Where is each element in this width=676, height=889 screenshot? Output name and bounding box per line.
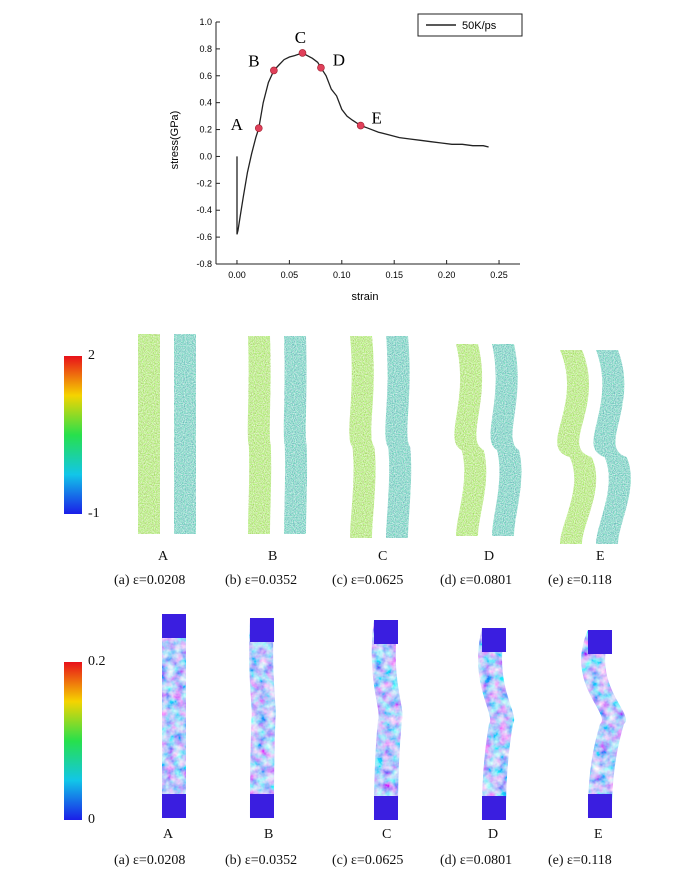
top-caption-d: (d) ε=0.0801 — [440, 573, 513, 588]
bottom-panel-label-e: E — [594, 827, 603, 842]
y-tick-label: 1.0 — [199, 17, 212, 27]
y-tick-label: 0.2 — [199, 125, 212, 135]
bottom-panel-label-c: C — [382, 827, 392, 842]
rod-green-a — [138, 334, 160, 534]
chart-ticks: -0.8 -0.6 -0.4 -0.2 0.0 0.2 0.4 0.6 0.8 1.0 0.00 0.… — [196, 17, 507, 280]
rod-cap-bottom-d — [482, 796, 506, 820]
rod-cap-bottom-a — [162, 794, 186, 818]
rod-green-b — [247, 336, 272, 534]
colorbar-bottom-max: 0.2 — [88, 654, 106, 669]
y-tick-label: 0.8 — [199, 44, 212, 54]
bottom-caption-e: (e) ε=0.118 — [548, 853, 612, 868]
top-caption-b: (b) ε=0.0352 — [225, 573, 298, 588]
x-tick-label: 0.15 — [385, 270, 403, 280]
rod-green-e — [557, 350, 597, 544]
chart-legend: 50K/ps — [417, 13, 523, 37]
rod-strain-d — [478, 628, 515, 820]
rod-cap-bottom-b — [250, 794, 274, 818]
rod-blue-c — [385, 336, 412, 538]
rod-cap-top-b — [250, 618, 274, 642]
x-tick-label: 0.10 — [333, 270, 351, 280]
x-axis-label: strain — [352, 291, 379, 303]
bottom-panel-label-b: B — [264, 827, 274, 842]
rod-cap-top-c — [374, 620, 398, 644]
rod-strain-c — [371, 620, 403, 820]
bottom-caption-b: (b) ε=0.0352 — [225, 853, 298, 868]
rod-strain-b — [249, 618, 276, 818]
y-tick-label: 0.4 — [199, 98, 212, 108]
top-panel-label-c: C — [378, 549, 388, 564]
bottom-panel-label-a: A — [163, 827, 174, 842]
y-tick-label: -0.6 — [196, 232, 212, 242]
top-row-rods — [138, 334, 631, 544]
top-panel-label-b: B — [268, 549, 278, 564]
rod-blue-d — [490, 344, 522, 536]
bottom-caption-d: (d) ε=0.0801 — [440, 853, 513, 868]
stress-strain-chart: -0.8 -0.6 -0.4 -0.2 0.0 0.2 0.4 0.6 0.8 1.0 0.00 0.… — [169, 13, 523, 303]
bottom-caption-a: (a) ε=0.0208 — [114, 853, 186, 868]
rod-cap-top-e — [588, 630, 612, 654]
legend-box — [417, 13, 523, 37]
marker-label-a: A — [231, 115, 244, 134]
colorbar-top-min: -1 — [88, 506, 100, 521]
colorbar-bottom — [64, 662, 82, 820]
marker-point-e — [356, 121, 365, 130]
top-caption-a: (a) ε=0.0208 — [114, 573, 186, 588]
x-tick-label: 0.00 — [228, 270, 246, 280]
marker-label-c: C — [295, 28, 306, 47]
bottom-row-rods — [162, 614, 626, 820]
y-tick-label: 0.0 — [199, 151, 212, 161]
x-tick-label: 0.25 — [490, 270, 508, 280]
marker-point-b — [270, 66, 278, 75]
chart-markers: A B C D E — [231, 28, 382, 134]
marker-point-c — [298, 49, 307, 57]
y-tick-label: 0.6 — [199, 71, 212, 81]
marker-point-a — [254, 124, 263, 133]
top-caption-c: (c) ε=0.0625 — [332, 573, 404, 588]
rod-blue-a — [174, 334, 196, 534]
rod-cap-bottom-c — [374, 796, 398, 820]
top-panel-label-d: D — [484, 549, 495, 564]
colorbar-top-max: 2 — [88, 348, 95, 363]
colorbar-top — [64, 356, 82, 514]
colorbar-bottom-min: 0 — [88, 812, 95, 827]
y-tick-label: -0.4 — [196, 205, 212, 215]
bottom-panel-label-d: D — [488, 827, 499, 842]
x-tick-label: 0.20 — [438, 270, 456, 280]
rod-cap-bottom-e — [588, 794, 612, 818]
top-panel-label-e: E — [596, 549, 605, 564]
rod-green-d — [454, 344, 487, 536]
rod-strain-e — [581, 630, 626, 818]
marker-point-d — [317, 63, 325, 72]
chart-axes — [215, 22, 520, 265]
y-axis-label: stress(GPa) — [169, 111, 181, 170]
marker-label-d: D — [333, 51, 345, 70]
rod-strain-a — [162, 614, 186, 818]
marker-label-e: E — [371, 109, 381, 128]
rod-blue-e — [593, 350, 631, 544]
legend-label: 50K/ps — [462, 20, 497, 32]
y-tick-label: -0.2 — [196, 178, 212, 188]
x-tick-label: 0.05 — [281, 270, 299, 280]
marker-label-b: B — [248, 51, 259, 70]
rod-cap-top-d — [482, 628, 506, 652]
top-panel-label-a: A — [158, 549, 169, 564]
rod-cap-top-a — [162, 614, 186, 638]
rod-blue-b — [283, 336, 308, 534]
bottom-caption-c: (c) ε=0.0625 — [332, 853, 404, 868]
top-caption-e: (e) ε=0.118 — [548, 573, 612, 588]
y-tick-label: -0.8 — [196, 259, 212, 269]
rod-green-c — [349, 336, 376, 538]
